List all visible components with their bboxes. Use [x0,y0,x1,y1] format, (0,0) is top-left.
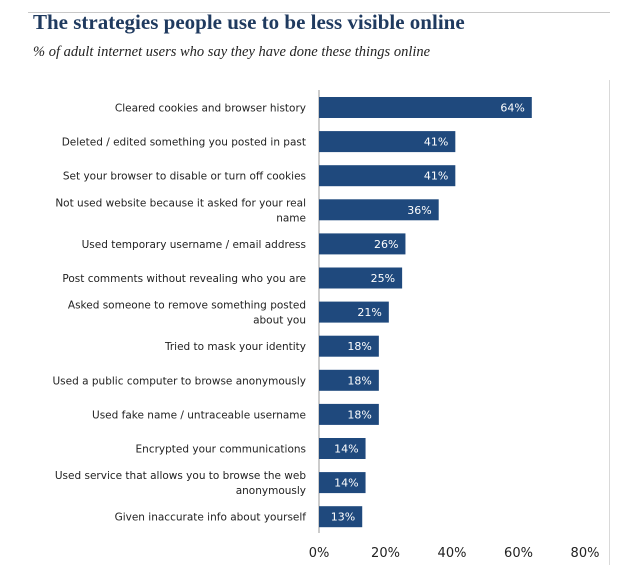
data-label: 25% [371,272,395,285]
bar [319,301,389,323]
data-label: 36% [407,204,431,217]
data-label: 13% [331,511,355,524]
x-tick-label: 40% [438,546,467,561]
category-label: about you [253,315,306,327]
category-label: Not used website because it asked for yo… [55,197,306,209]
category-label: name [276,212,306,224]
bar [319,233,406,255]
data-label: 41% [424,170,448,183]
bar [319,438,366,459]
category-label: Used a public computer to browse anonymo… [53,375,307,387]
data-label: 14% [334,443,358,456]
bar [319,199,439,221]
data-label: 18% [347,374,371,387]
category-label: Used temporary username / email address [82,239,306,251]
bars-group [319,97,532,528]
bar [319,403,379,425]
category-label: Tried to mask your identity [164,341,306,353]
data-label: 26% [374,238,398,251]
bar [319,335,379,357]
data-label: 64% [500,102,524,115]
category-label: Set your browser to disable or turn off … [63,171,306,183]
category-label: Encrypted your communications [136,444,306,456]
title-rule [28,12,610,13]
plot-frame [28,80,610,565]
data-label: 41% [424,136,448,149]
category-labels-group: Cleared cookies and browser history Delet… [53,103,307,524]
bar [319,131,456,153]
data-label: 14% [334,477,358,490]
x-tick-label: 60% [504,546,533,561]
data-label: 21% [357,306,381,319]
category-label: Post comments without revealing who you … [62,273,306,285]
category-label: Deleted / edited something you posted in… [62,137,306,149]
bar [319,97,532,118]
chart-subtitle: % of adult internet users who say they h… [33,44,431,60]
category-label: Used fake name / untraceable username [92,409,306,421]
x-tick-labels-group: 0% 20% 40% 60% 80% [309,546,600,561]
category-label: anonymously [236,485,306,497]
category-label: Used service that allows you to browse t… [55,470,306,482]
bar [319,165,456,187]
bar [319,472,366,494]
value-labels-group: 64% 41% 41% 36% 26% 25% 21% 18% 18% 18% 14% 14% 13% [331,102,525,524]
bar [319,267,403,289]
data-label: 18% [347,408,371,421]
category-label: Cleared cookies and browser history [115,103,306,115]
bar [319,369,379,391]
chart-title: The strategies people use to be less vis… [33,10,465,34]
x-tick-label: 80% [571,546,600,561]
category-label: Given inaccurate info about yourself [115,512,307,524]
x-tick-label: 20% [371,546,400,561]
x-tick-label: 0% [309,546,330,561]
category-label: Asked someone to remove something posted [68,300,306,312]
data-label: 18% [347,340,371,353]
bar [319,506,363,528]
